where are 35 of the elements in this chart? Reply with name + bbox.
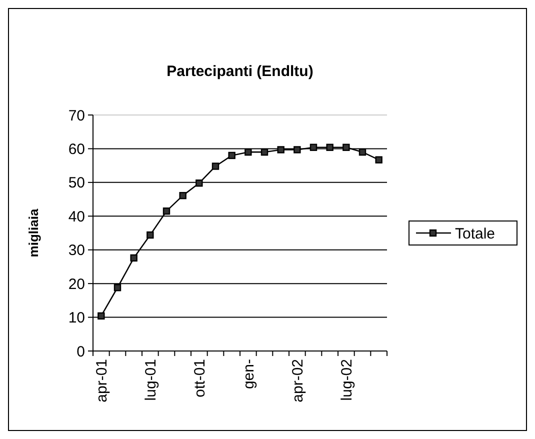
x-tick-label: lug-01 bbox=[142, 359, 160, 401]
x-tick-label: ott-01 bbox=[191, 359, 208, 398]
point bbox=[277, 146, 284, 154]
point bbox=[98, 312, 105, 320]
point bbox=[260, 148, 268, 156]
y-tick-label: 40 bbox=[68, 208, 85, 226]
point bbox=[375, 156, 382, 164]
point bbox=[179, 192, 186, 200]
chart-title: Partecipanti (Endltu) bbox=[166, 63, 314, 80]
point bbox=[196, 180, 203, 187]
y-tick-label: 50 bbox=[68, 174, 85, 192]
point bbox=[342, 144, 350, 151]
point bbox=[326, 144, 334, 151]
x-tick-label: lug-02 bbox=[338, 359, 356, 401]
point bbox=[310, 144, 318, 151]
x-tick-label: gen- bbox=[240, 359, 258, 390]
point bbox=[130, 254, 138, 262]
y-tick-label: 60 bbox=[68, 140, 85, 158]
y-tick-label: 70 bbox=[68, 107, 85, 124]
y-tick-label: 30 bbox=[68, 242, 85, 260]
point bbox=[244, 148, 252, 156]
y-tick-label: 20 bbox=[68, 276, 85, 293]
point bbox=[358, 148, 366, 156]
y-tick-label: 0 bbox=[76, 343, 85, 360]
x-tick-label: apr-01 bbox=[93, 359, 110, 402]
point bbox=[228, 152, 236, 160]
y-axis-title: migliaia bbox=[26, 208, 41, 258]
point bbox=[162, 207, 170, 215]
x-tick-label: apr-02 bbox=[289, 359, 306, 402]
point bbox=[146, 231, 154, 239]
legend-label: Totale bbox=[455, 225, 496, 242]
point bbox=[212, 162, 220, 170]
point bbox=[114, 284, 122, 292]
point bbox=[294, 146, 301, 154]
y-tick-label: 10 bbox=[68, 310, 85, 327]
